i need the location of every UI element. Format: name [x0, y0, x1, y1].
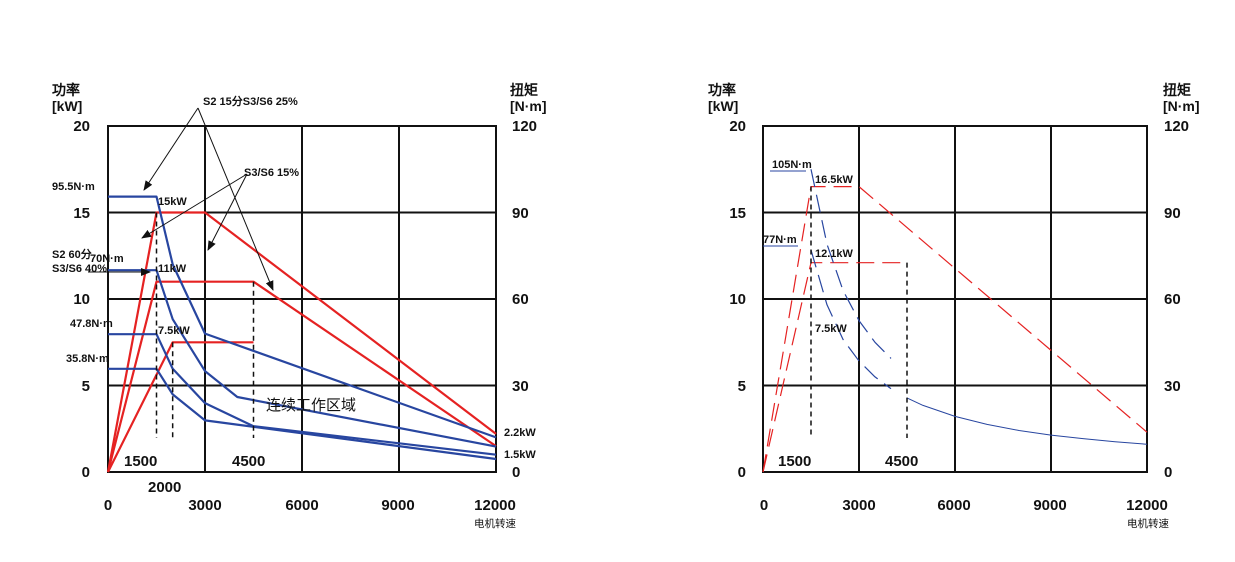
y-tick-left: 10: [729, 291, 746, 308]
x-tick: 6000: [285, 497, 318, 514]
power-label: 15kW: [158, 196, 187, 208]
y-tick-left: 10: [73, 291, 90, 308]
y-tick-right: 30: [512, 378, 529, 395]
x-tick: 3000: [188, 497, 221, 514]
callout-arrow: [197, 107, 274, 291]
speed-guides-right: [810, 186, 908, 438]
y-tick-left: 15: [73, 205, 90, 222]
speed-4500-label: 4500: [232, 453, 265, 470]
right-axis-title-2: [N·m]: [510, 98, 547, 114]
left-axis-title-1: 功率: [52, 82, 80, 98]
x-axis-label: 电机转速: [474, 517, 516, 530]
y-tick-right: 30: [1164, 378, 1181, 395]
power-label: 12.1kW: [815, 248, 854, 260]
grid-right: [762, 125, 1148, 473]
y-tick-right: 60: [512, 291, 529, 308]
x-tick: 0: [104, 497, 112, 514]
y-tick-left: 20: [73, 118, 90, 135]
speed-guides-left: [155, 212, 255, 438]
torque-curve: [108, 333, 497, 456]
label-leader-lines: [763, 170, 806, 247]
plot-frame: [107, 125, 497, 473]
callout-arrow: [207, 173, 248, 251]
chart-left: 功率 [kW] 扭矩 [N·m] 20 15 10 5 0 120 90 60 …: [52, 82, 547, 530]
torque-label: 95.5N·m: [52, 181, 95, 193]
y-tick-right: 120: [512, 118, 537, 135]
torque-curve: [906, 397, 1148, 445]
x-tick: 9000: [1033, 497, 1066, 514]
x-axis-label: 电机转速: [1127, 517, 1169, 530]
x-tick: 3000: [842, 497, 875, 514]
power-label: 2.2kW: [504, 427, 536, 439]
right-axis-title-1: 扭矩: [510, 82, 538, 98]
mode-label-s3-15: S3/S6 15%: [244, 167, 299, 179]
torque-curve: [810, 169, 892, 359]
torque-label: 77N·m: [763, 234, 797, 246]
continuous-zone-label: 连续工作区域: [266, 397, 356, 414]
x-tick: 0: [760, 497, 768, 514]
x-tick: 12000: [1126, 497, 1168, 514]
torque-curve: [108, 195, 497, 439]
y-tick-right: 120: [1164, 118, 1189, 135]
speed-1500-label: 1500: [778, 453, 811, 470]
power-curve: [106, 211, 497, 473]
power-label: 1.5kW: [504, 449, 536, 461]
torque-label: 47.8N·m: [70, 318, 113, 330]
callout-arrow: [143, 107, 199, 191]
mode-label-s2-60: S2 60分: [52, 247, 92, 261]
series-left: [106, 195, 497, 473]
torque-curve: [108, 367, 497, 461]
speed-4500-label: 4500: [885, 453, 918, 470]
mode-label-s2-15: S2 15分S3/S6 25%: [203, 94, 298, 108]
power-label: 7.5kW: [815, 323, 847, 335]
x-tick: 9000: [381, 497, 414, 514]
y-tick-right: 90: [512, 205, 529, 222]
y-tick-right: 90: [1164, 205, 1181, 222]
y-tick-left: 5: [738, 378, 746, 395]
speed-2000-label: 2000: [148, 479, 181, 496]
plot-frame: [762, 125, 1148, 473]
y-tick-right: 0: [512, 464, 520, 481]
power-label: 11kW: [158, 263, 187, 275]
left-axis-title-2: [kW]: [52, 98, 82, 114]
callout-arrow: [141, 173, 248, 239]
power-label: 7.5kW: [158, 325, 190, 337]
x-tick: 6000: [937, 497, 970, 514]
y-tick-left: 0: [82, 464, 90, 481]
power-label: 16.5kW: [815, 174, 854, 186]
chart-right: 功率 [kW] 扭矩 [N·m] 20 15 10 5 0 120 90 60 …: [708, 82, 1200, 530]
y-tick-right: 0: [1164, 464, 1172, 481]
y-tick-right: 60: [1164, 291, 1181, 308]
speed-1500-label: 1500: [124, 453, 157, 470]
power-curve: [762, 262, 907, 473]
torque-label: 70N·m: [90, 253, 124, 265]
x-tick: 12000: [474, 497, 516, 514]
y-tick-left: 15: [729, 205, 746, 222]
left-axis-title-2: [kW]: [708, 98, 738, 114]
callout-arrows: [88, 107, 274, 291]
torque-label: 105N·m: [772, 159, 812, 171]
y-tick-left: 5: [82, 378, 90, 395]
torque-curve: [810, 249, 892, 390]
power-curve: [106, 280, 497, 473]
y-tick-left: 20: [729, 118, 746, 135]
torque-label: 35.8N·m: [66, 353, 109, 365]
power-curve: [762, 186, 1148, 473]
right-axis-title-2: [N·m]: [1163, 98, 1200, 114]
mode-label-s3-40: S3/S6 40%: [52, 263, 107, 275]
right-axis-title-1: 扭矩: [1163, 82, 1191, 98]
y-tick-left: 0: [738, 464, 746, 481]
left-axis-title-1: 功率: [708, 82, 736, 98]
